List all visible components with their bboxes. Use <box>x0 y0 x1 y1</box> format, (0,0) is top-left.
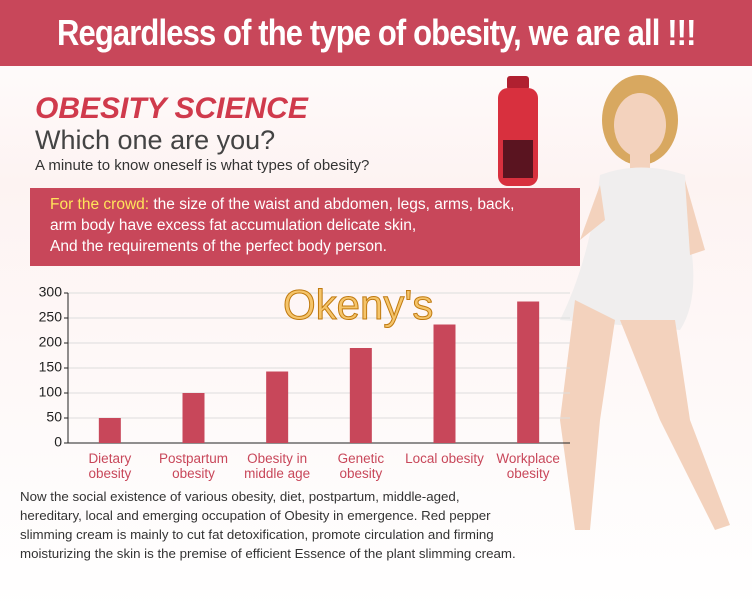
watermark: Okeny's <box>282 281 434 329</box>
heading: Which one are you? <box>35 125 276 155</box>
footer-line: moisturizing the skin is the premise of … <box>20 546 516 561</box>
x-tick-label: Obesity in middle age <box>244 451 311 481</box>
crowd-line: For the crowd: the size of the waist and… <box>50 194 580 215</box>
bar <box>517 301 540 443</box>
bar <box>349 348 372 443</box>
crowd-text: the size of the waist and abdomen, legs,… <box>153 196 515 213</box>
y-tick-label: 250 <box>39 309 63 325</box>
crowd-line: And the requirements of the perfect body… <box>50 236 580 257</box>
bar <box>266 371 289 443</box>
y-tick-label: 300 <box>39 284 63 300</box>
bar <box>433 324 456 443</box>
crowd-text: And the requirements of the perfect body… <box>50 238 387 255</box>
subheading: A minute to know oneself is what types o… <box>35 157 370 174</box>
crowd-label: For the crowd: <box>50 196 150 213</box>
bar <box>182 393 205 443</box>
y-tick-label: 150 <box>39 359 63 375</box>
y-tick-label: 100 <box>39 384 63 400</box>
model <box>560 75 730 530</box>
footer-line: slimming cream is mainly to cut fat deto… <box>20 527 494 542</box>
y-tick-label: 50 <box>46 409 62 425</box>
bottle <box>498 76 538 186</box>
brand: OBESITY SCIENCE <box>35 92 308 125</box>
crowd-text: arm body have excess fat accumulation de… <box>50 217 417 234</box>
x-tick-label: Genetic obesity <box>337 451 385 481</box>
x-tick-label: Workplace obesity <box>496 451 560 481</box>
y-tick-label: 200 <box>39 334 63 350</box>
footer: Now the social existence of various obes… <box>20 487 516 563</box>
header: Regardless of the type of obesity, we ar… <box>0 0 752 66</box>
y-tick-label: 0 <box>54 434 62 450</box>
x-tick-label: Dietary obesity <box>88 451 132 481</box>
header-title: Regardless of the type of obesity, we ar… <box>56 12 696 53</box>
x-tick-label: Local obesity <box>405 451 484 466</box>
footer-line: Now the social existence of various obes… <box>20 489 460 504</box>
x-tick-label: Postpartum obesity <box>158 451 229 481</box>
bar <box>98 418 121 443</box>
footer-line: hereditary, local and emerging occupatio… <box>20 508 491 523</box>
crowd-line: arm body have excess fat accumulation de… <box>50 215 580 236</box>
crowd-box: For the crowd: the size of the waist and… <box>30 188 580 266</box>
